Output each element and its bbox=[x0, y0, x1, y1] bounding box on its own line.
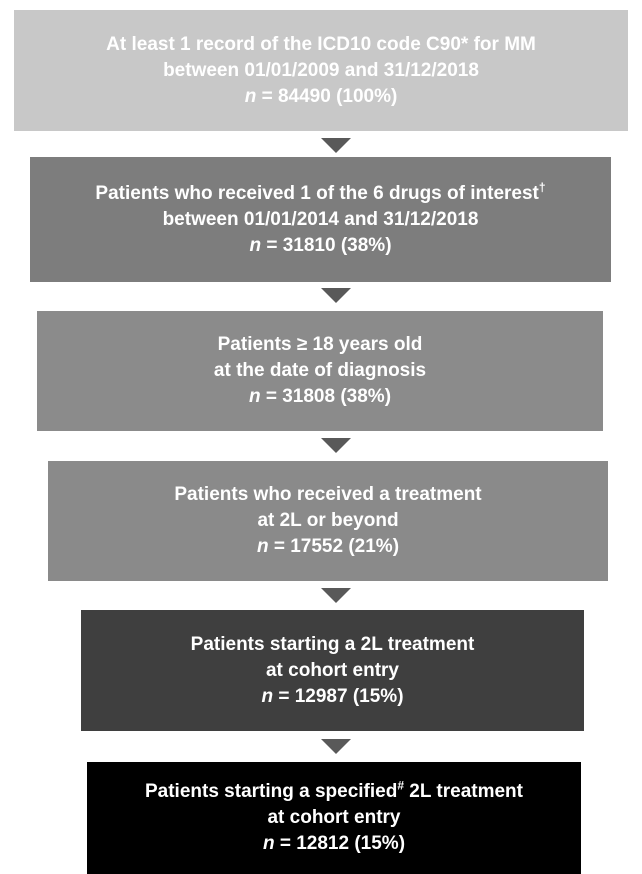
node-count-line: n = 31810 (38%) bbox=[30, 233, 611, 259]
node-line: Patients ≥ 18 years old bbox=[217, 334, 423, 355]
node-count-line: n = 12812 (15%) bbox=[87, 831, 581, 857]
arrow bbox=[321, 288, 351, 303]
node-line: at 2L or beyond bbox=[257, 510, 399, 531]
node: Patients starting a specified# 2L treatm… bbox=[87, 762, 581, 874]
node-line: at the date of diagnosis bbox=[213, 360, 427, 381]
node-text: Patients starting a specified bbox=[144, 781, 398, 802]
footnote-mark: # bbox=[397, 778, 405, 793]
node-count-line: n = 31808 (38%) bbox=[37, 384, 603, 410]
count: = 12987 (15%) bbox=[273, 685, 404, 707]
count: = 17552 (21%) bbox=[268, 536, 400, 557]
count: = 31810 (38%) bbox=[261, 234, 392, 256]
node: At least 1 record of the ICD10 code C90*… bbox=[14, 10, 628, 131]
node-line: between 01/01/2009 and 31/12/2018 bbox=[163, 59, 479, 81]
node-line: at cohort entry bbox=[265, 659, 400, 681]
arrow bbox=[321, 438, 351, 453]
count: = 31808 (38%) bbox=[260, 386, 392, 407]
count: = 12812 (15%) bbox=[274, 833, 406, 854]
arrow bbox=[321, 739, 351, 754]
node-line: at cohort entry bbox=[267, 807, 401, 828]
n-symbol: n bbox=[249, 234, 262, 256]
node-text: Patients who received 1 of the 6 drugs o… bbox=[95, 182, 539, 204]
node-count-line: n = 17552 (21%) bbox=[48, 534, 608, 560]
node: Patients who received a treatment at 2L … bbox=[48, 461, 608, 581]
n-symbol: n bbox=[256, 536, 269, 557]
node-line: At least 1 record of the ICD10 code C90*… bbox=[106, 33, 536, 55]
node-line: Patients who received a treatment bbox=[174, 484, 482, 505]
node-line: Patients starting a specified# 2L treatm… bbox=[87, 779, 581, 805]
node-line: between 01/01/2014 and 31/12/2018 bbox=[162, 208, 479, 230]
arrow bbox=[321, 138, 351, 153]
node: Patients ≥ 18 years old at the date of d… bbox=[37, 311, 603, 431]
node-line: Patients starting a 2L treatment bbox=[190, 633, 475, 655]
node-count-line: n = 84490 (100%) bbox=[14, 84, 628, 110]
arrow bbox=[321, 588, 351, 603]
n-symbol: n bbox=[244, 85, 257, 107]
node-count-line: n = 12987 (15%) bbox=[81, 684, 584, 710]
node: Patients who received 1 of the 6 drugs o… bbox=[30, 157, 611, 282]
count: = 84490 (100%) bbox=[256, 85, 398, 107]
node: Patients starting a 2L treatment at coho… bbox=[81, 610, 584, 731]
node-text: 2L treatment bbox=[404, 781, 523, 802]
n-symbol: n bbox=[262, 833, 275, 854]
node-line: Patients who received 1 of the 6 drugs o… bbox=[30, 181, 611, 207]
n-symbol: n bbox=[261, 685, 274, 707]
footnote-mark: † bbox=[538, 180, 546, 195]
n-symbol: n bbox=[248, 386, 261, 407]
